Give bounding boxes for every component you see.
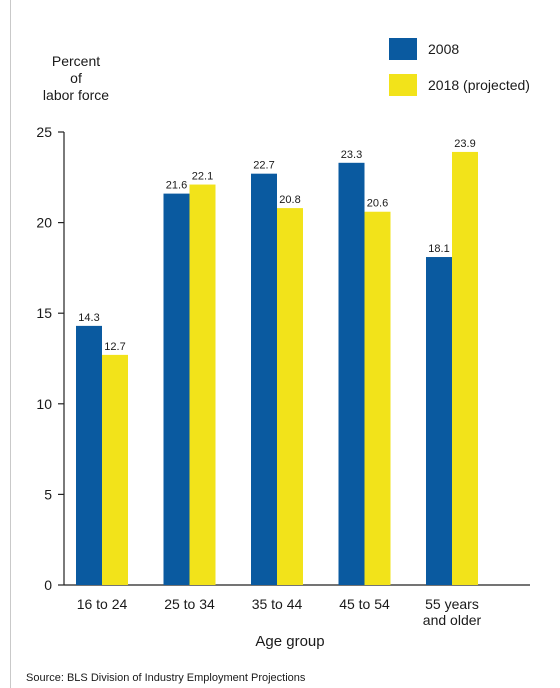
bar-value-labels: 14.3 12.7 21.6 22.1 22.7 20.8 23.3 20.6 18.1 23.9 [78, 138, 475, 353]
bar [189, 184, 216, 585]
x-axis-title: Age group [255, 633, 324, 650]
y-axis-title-line: Percent [52, 53, 100, 69]
bar-value-label: 22.7 [253, 160, 274, 172]
bar-value-label: 12.7 [104, 341, 125, 353]
bars [76, 151, 478, 585]
bar [163, 193, 190, 585]
x-tick-label: 25 to 34 [164, 596, 215, 612]
bar-value-label: 23.9 [454, 138, 475, 150]
x-tick-label: 45 to 54 [339, 596, 390, 612]
y-axis-title-line: of [70, 70, 82, 86]
bar [426, 257, 452, 585]
bar-value-label: 20.6 [367, 198, 388, 210]
y-tick-label: 10 [36, 396, 52, 412]
x-tick-label: 16 to 24 [77, 596, 128, 612]
bar-value-label: 22.1 [192, 171, 213, 183]
source-note: Source: BLS Division of Industry Employm… [26, 672, 306, 684]
bar [452, 151, 478, 585]
legend-swatch-1 [389, 38, 417, 60]
y-tick-label: 20 [36, 215, 52, 231]
y-tick-label: 15 [36, 305, 52, 321]
legend-label-1: 2008 [428, 41, 459, 57]
bar [251, 173, 277, 585]
legend-swatch-2 [389, 74, 417, 96]
y-tick-label: 25 [36, 124, 52, 140]
x-tick-label: 35 to 44 [252, 596, 303, 612]
bar [364, 211, 391, 585]
bar [338, 162, 365, 585]
legend: 2008 2018 (projected) [389, 38, 530, 96]
y-tick-label: 0 [44, 577, 52, 593]
page-left-border [10, 0, 11, 688]
bar [102, 354, 128, 585]
x-tick-labels: 16 to 24 25 to 34 35 to 44 45 to 54 55 years… [77, 596, 482, 628]
bar-value-label: 21.6 [166, 180, 187, 192]
y-axis-title-line: labor force [43, 87, 109, 103]
x-tick-label: and older [423, 612, 482, 628]
bar-value-label: 20.8 [279, 194, 300, 206]
bar-value-label: 14.3 [78, 312, 99, 324]
legend-label-2: 2018 (projected) [428, 77, 530, 93]
x-tick-label: 55 years [425, 596, 479, 612]
bar [76, 325, 102, 585]
bar-value-label: 18.1 [428, 243, 449, 255]
bar [277, 208, 303, 585]
bar-value-label: 23.3 [341, 149, 362, 161]
y-tick-label: 5 [44, 486, 52, 502]
